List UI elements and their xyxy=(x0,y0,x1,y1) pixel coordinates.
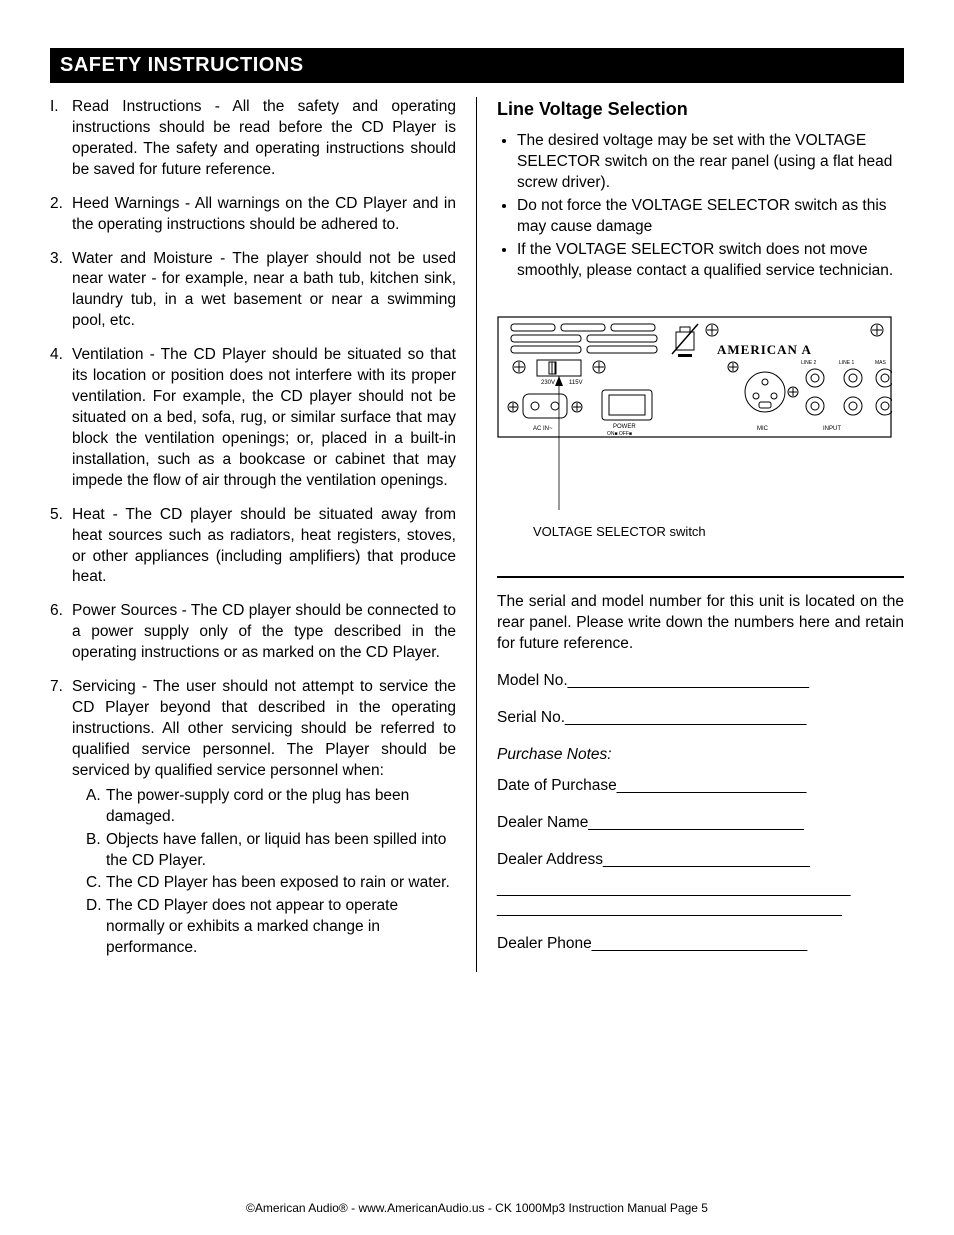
sub-letter: C. xyxy=(86,873,102,894)
item-text: Heed Warnings - All warnings on the CD P… xyxy=(72,195,456,233)
item-text: Heat - The CD player should be situated … xyxy=(72,506,456,586)
date-purchase-line: Date of Purchase______________________ xyxy=(497,776,904,797)
label-mas: MAS xyxy=(875,360,887,366)
safety-item: 4. Ventilation - The CD Player should be … xyxy=(50,345,456,491)
item-number: I. xyxy=(50,97,59,118)
label-115v: 115V xyxy=(569,380,583,386)
dealer-address-line: Dealer Address________________________ xyxy=(497,850,904,871)
label-input: INPUT xyxy=(823,426,841,432)
item-text: Water and Moisture - The player should n… xyxy=(72,250,456,330)
rear-panel-diagram: AMERICAN A 230V 115V xyxy=(497,312,904,540)
safety-item: 7. Servicing - The user should not attemp… xyxy=(50,677,456,959)
sub-text: The power-supply cord or the plug has be… xyxy=(106,787,409,825)
blank-line: ________________________________________… xyxy=(497,879,904,900)
diagram-svg: AMERICAN A 230V 115V xyxy=(497,312,892,512)
serial-no-line: Serial No.____________________________ xyxy=(497,708,904,729)
page-footer: ©American Audio® - www.AmericanAudio.us … xyxy=(0,1201,954,1215)
voltage-bullet: The desired voltage may be set with the … xyxy=(517,131,904,194)
item-text: Servicing - The user should not attempt … xyxy=(72,678,456,779)
sub-letter: A. xyxy=(86,786,101,807)
sub-item: D.The CD Player does not appear to opera… xyxy=(86,896,456,959)
purchase-notes-heading: Purchase Notes: xyxy=(497,745,904,766)
item-text: Read Instructions - All the safety and o… xyxy=(72,98,456,178)
item-number: 3. xyxy=(50,249,63,270)
safety-item: I. Read Instructions - All the safety and… xyxy=(50,97,456,181)
blank-line: ________________________________________ xyxy=(497,899,904,920)
safety-item: 6. Power Sources - The CD player should b… xyxy=(50,601,456,664)
section-header: SAFETY INSTRUCTIONS xyxy=(50,48,904,83)
voltage-bullet: If the VOLTAGE SELECTOR switch does not … xyxy=(517,240,904,282)
label-230v: 230V xyxy=(541,380,555,386)
item-number: 7. xyxy=(50,677,63,698)
label-mic: MIC xyxy=(757,426,769,432)
diagram-caption: VOLTAGE SELECTOR switch xyxy=(533,523,904,541)
divider xyxy=(497,576,904,578)
item-text: Power Sources - The CD player should be … xyxy=(72,602,456,661)
label-line2: LINE 2 xyxy=(801,360,817,366)
sub-letter: D. xyxy=(86,896,102,917)
label-acin: AC IN~ xyxy=(533,426,553,432)
dealer-phone-line: Dealer Phone_________________________ xyxy=(497,934,904,955)
sub-item: C.The CD Player has been exposed to rain… xyxy=(86,873,456,894)
safety-list: I. Read Instructions - All the safety and… xyxy=(50,97,456,959)
dealer-name-line: Dealer Name_________________________ xyxy=(497,813,904,834)
left-column: I. Read Instructions - All the safety and… xyxy=(50,97,477,972)
right-column: Line Voltage Selection The desired volta… xyxy=(477,97,904,972)
voltage-bullet: Do not force the VOLTAGE SELECTOR switch… xyxy=(517,196,904,238)
sub-item: A.The power-supply cord or the plug has … xyxy=(86,786,456,828)
sub-letter: B. xyxy=(86,830,101,851)
label-power: POWER xyxy=(613,424,636,430)
item-text: Ventilation - The CD Player should be si… xyxy=(72,346,456,489)
item-number: 2. xyxy=(50,194,63,215)
safety-item: 5. Heat - The CD player should be situate… xyxy=(50,505,456,589)
safety-item: 2. Heed Warnings - All warnings on the CD… xyxy=(50,194,456,236)
safety-item: 3. Water and Moisture - The player should… xyxy=(50,249,456,333)
sub-text: The CD Player has been exposed to rain o… xyxy=(106,874,450,891)
serial-info-text: The serial and model number for this uni… xyxy=(497,592,904,655)
brand-text: AMERICAN A xyxy=(717,342,812,357)
item-number: 5. xyxy=(50,505,63,526)
voltage-heading: Line Voltage Selection xyxy=(497,97,904,121)
content-columns: I. Read Instructions - All the safety and… xyxy=(50,97,904,972)
sub-text: The CD Player does not appear to operate… xyxy=(106,897,398,956)
sub-text: Objects have fallen, or liquid has been … xyxy=(106,831,446,869)
label-onoff: ON■ OFF■ xyxy=(607,431,632,437)
label-line1: LINE 1 xyxy=(839,360,855,366)
voltage-bullets: The desired voltage may be set with the … xyxy=(497,131,904,281)
servicing-sublist: A.The power-supply cord or the plug has … xyxy=(72,786,456,959)
model-no-line: Model No.____________________________ xyxy=(497,671,904,692)
item-number: 4. xyxy=(50,345,63,366)
sub-item: B.Objects have fallen, or liquid has bee… xyxy=(86,830,456,872)
item-number: 6. xyxy=(50,601,63,622)
